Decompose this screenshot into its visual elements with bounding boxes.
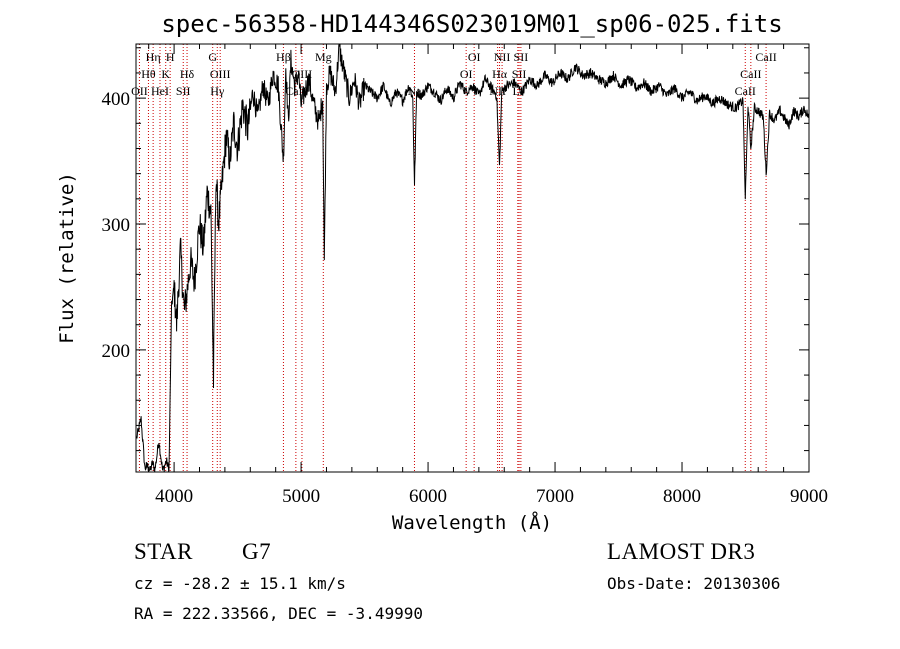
x-tick-label: 9000 xyxy=(790,486,828,507)
spectral-line-label: SII xyxy=(176,84,191,98)
spectral-line-label: OII xyxy=(131,84,148,98)
spectral-class: G7 xyxy=(242,539,272,564)
spectral-line-label: CaII xyxy=(755,50,776,64)
spectral-line-label: CaII xyxy=(285,84,306,98)
spectral-line-label: Li xyxy=(512,84,523,98)
object-type: STAR xyxy=(134,539,193,564)
spectral-line-label: Hη xyxy=(146,50,161,64)
spectral-line-label: H xyxy=(166,50,175,64)
spectral-line-label: CaII xyxy=(740,67,761,81)
spectral-line-label: CaII xyxy=(735,84,756,98)
x-tick-label: 6000 xyxy=(409,486,447,507)
flux-series-line xyxy=(136,43,810,473)
chart-title: spec-56358-HD144346S023019M01_sp06-025.f… xyxy=(161,10,782,38)
spectral-line-label: G xyxy=(208,50,217,64)
spectral-line-label: Hγ xyxy=(210,84,225,98)
spectral-line-label: Hα xyxy=(492,67,508,81)
x-tick-label: 8000 xyxy=(663,486,701,507)
spectral-line-label: Mg xyxy=(315,50,332,64)
y-tick-label: 200 xyxy=(102,341,131,362)
survey-name: LAMOST DR3 xyxy=(607,539,756,564)
x-tick-label: 7000 xyxy=(536,486,574,507)
spectral-line-label: SII xyxy=(514,50,529,64)
spectral-line-label: Hβ xyxy=(276,50,291,64)
spectral-line-label: OIII xyxy=(210,67,231,81)
plot-frame xyxy=(135,43,810,473)
axis-ticks: 4000 5000 6000 7000 8000 9000 200 300 400 xyxy=(102,44,828,507)
y-tick-label: 300 xyxy=(102,215,131,236)
spectral-line-label: Hθ xyxy=(141,67,156,81)
spectral-line-label: NII xyxy=(494,50,511,64)
coordinates: RA = 222.33566, DEC = -3.49990 xyxy=(134,604,423,623)
x-tick-label: 5000 xyxy=(282,486,320,507)
redshift-value: cz = -28.2 ± 15.1 km/s xyxy=(134,574,346,593)
spectral-line-label: K xyxy=(161,67,170,81)
spectral-line-label: OI xyxy=(468,50,481,64)
spectral-lines: OIIHθHηHeIKHSIIHδGHγOIIIHβCaIIOIIIMgNaOI… xyxy=(131,44,777,472)
observation-date: Obs-Date: 20130306 xyxy=(607,574,781,593)
y-tick-label: 400 xyxy=(102,89,131,110)
x-axis-title: Wavelength (Å) xyxy=(392,511,552,534)
y-axis-title: Flux (relative) xyxy=(56,172,78,344)
spectral-line-label: OI xyxy=(460,67,473,81)
spectral-line-label: HeI xyxy=(151,84,169,98)
spectral-line-label: Hδ xyxy=(180,67,195,81)
spectral-line-label: SII xyxy=(512,67,527,81)
x-tick-label: 4000 xyxy=(155,486,193,507)
